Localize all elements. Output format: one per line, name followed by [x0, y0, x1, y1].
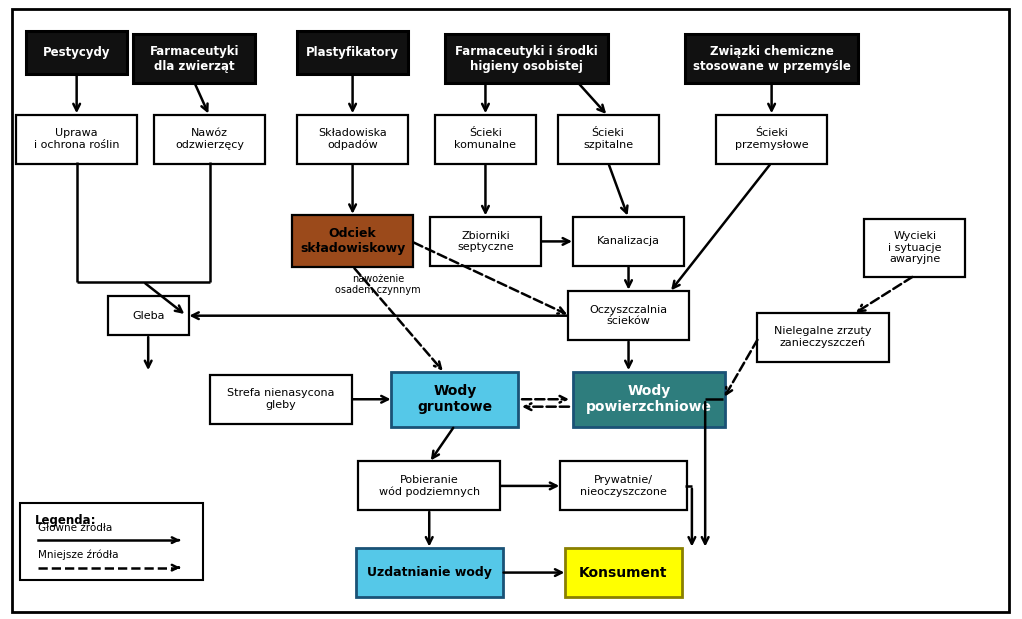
Text: Wycieki
i sytuacje
awaryjne: Wycieki i sytuacje awaryjne [888, 231, 941, 264]
Text: Legenda:: Legenda: [35, 514, 96, 527]
FancyBboxPatch shape [26, 31, 128, 74]
FancyBboxPatch shape [358, 461, 501, 510]
Text: Oczyszczalnia
ścieków: Oczyszczalnia ścieków [590, 305, 667, 326]
Text: nawożenie
osadem czynnym: nawożenie osadem czynnym [335, 274, 421, 295]
Text: Składowiska
odpadów: Składowiska odpadów [318, 128, 387, 150]
Text: Prywatnie/
nieoczyszczone: Prywatnie/ nieoczyszczone [579, 475, 667, 496]
FancyBboxPatch shape [565, 548, 682, 597]
FancyBboxPatch shape [446, 34, 607, 83]
Text: Pestycydy: Pestycydy [43, 46, 110, 59]
Text: Wody
powierzchniowe: Wody powierzchniowe [586, 384, 712, 414]
Text: Nielegalne zrzuty
zanieczyszczeń: Nielegalne zrzuty zanieczyszczeń [774, 326, 872, 348]
Text: Ścieki
komunalne: Ścieki komunalne [455, 129, 516, 150]
FancyBboxPatch shape [296, 115, 408, 163]
Text: Zbiorniki
septyczne: Zbiorniki septyczne [457, 231, 514, 252]
FancyBboxPatch shape [211, 374, 352, 423]
Text: Mniejsze źródła: Mniejsze źródła [38, 550, 119, 560]
FancyBboxPatch shape [435, 115, 536, 163]
FancyBboxPatch shape [558, 115, 659, 163]
Text: Plastyfikatory: Plastyfikatory [307, 46, 399, 59]
FancyBboxPatch shape [686, 34, 858, 83]
FancyBboxPatch shape [108, 296, 189, 335]
FancyBboxPatch shape [715, 115, 828, 163]
FancyBboxPatch shape [296, 31, 408, 74]
Text: Wody
gruntowe: Wody gruntowe [417, 384, 493, 414]
FancyBboxPatch shape [12, 9, 1009, 612]
FancyBboxPatch shape [429, 217, 542, 266]
FancyBboxPatch shape [757, 313, 889, 361]
Text: Odciek
składowiskowy: Odciek składowiskowy [300, 227, 405, 256]
Text: Ścieki
szpitalne: Ścieki szpitalne [583, 129, 634, 150]
FancyBboxPatch shape [572, 217, 685, 266]
FancyBboxPatch shape [20, 503, 203, 580]
Text: Pobieranie
wód podziemnych: Pobieranie wód podziemnych [379, 475, 479, 497]
FancyBboxPatch shape [391, 371, 518, 427]
Text: Farmaceutyki i środki
higieny osobistej: Farmaceutyki i środki higieny osobistej [455, 45, 598, 73]
FancyBboxPatch shape [865, 219, 965, 277]
FancyBboxPatch shape [153, 115, 266, 163]
FancyBboxPatch shape [568, 292, 689, 340]
Text: Konsument: Konsument [579, 566, 667, 579]
Text: Ścieki
przemysłowe: Ścieki przemysłowe [735, 129, 808, 150]
Text: Związki chemiczne
stosowane w przemyśle: Związki chemiczne stosowane w przemyśle [693, 45, 850, 73]
FancyBboxPatch shape [15, 115, 138, 163]
Text: Gleba: Gleba [132, 311, 165, 321]
FancyBboxPatch shape [572, 371, 726, 427]
FancyBboxPatch shape [560, 461, 687, 510]
Text: Kanalizacja: Kanalizacja [597, 236, 660, 246]
Text: Uzdatnianie wody: Uzdatnianie wody [367, 566, 492, 579]
FancyBboxPatch shape [292, 215, 413, 267]
FancyBboxPatch shape [133, 34, 256, 83]
Text: Strefa nienasycona
gleby: Strefa nienasycona gleby [227, 389, 335, 410]
FancyBboxPatch shape [356, 548, 503, 597]
Text: Nawóz
odzwierzęcy: Nawóz odzwierzęcy [175, 129, 244, 150]
Text: Uprawa
i ochrona roślin: Uprawa i ochrona roślin [34, 129, 120, 150]
Text: Farmaceutyki
dla zwierząt: Farmaceutyki dla zwierząt [149, 45, 239, 73]
Text: Główne źródła: Główne źródła [38, 522, 112, 533]
